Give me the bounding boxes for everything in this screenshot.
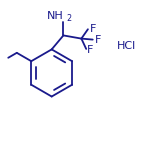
Text: F: F	[87, 45, 93, 55]
Text: F: F	[90, 24, 97, 34]
Text: HCl: HCl	[117, 41, 136, 51]
Text: F: F	[95, 35, 102, 45]
Text: NH: NH	[47, 11, 63, 21]
Text: 2: 2	[67, 14, 72, 23]
